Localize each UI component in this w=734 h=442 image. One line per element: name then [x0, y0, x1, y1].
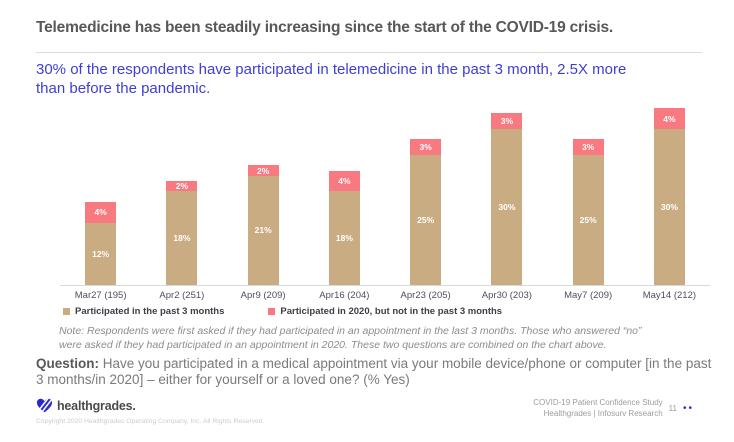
bar-chart: 4% 12% 2% 18% 2% 21% 4% 18% 3% 25% 3% 30% 3% 25% 4% 30% — [60, 106, 710, 286]
bar-segment-2020-only: 3% — [572, 139, 604, 155]
x-axis-label: Apr16 (204) — [319, 290, 370, 301]
bar-segment-2020-only: 3% — [410, 139, 442, 155]
title-divider — [36, 52, 702, 53]
copyright-text: Copyright 2020 Healthgrades Operating Co… — [36, 418, 265, 425]
bar-stack: 4% 12% — [85, 201, 117, 285]
study-line-1: COVID-19 Patient Confidence Study — [533, 398, 663, 407]
question-label: Question: — [36, 356, 99, 371]
bar-segment-2020-only: 2% — [166, 181, 198, 192]
x-axis-labels: Mar27 (195) Apr2 (251) Apr9 (209) Apr16 (20… — [60, 290, 710, 301]
bar-segment-past-3-months: 21% — [247, 175, 279, 285]
subtitle: 30% of the respondents have participated… — [36, 61, 627, 98]
x-axis-label: Apr30 (203) — [481, 290, 532, 301]
bar-segment-2020-only: 4% — [653, 108, 685, 129]
healthgrades-logo: healthgrades. — [36, 398, 136, 413]
x-axis-label: Apr23 (205) — [400, 290, 451, 301]
footer-right: COVID-19 Patient Confidence Study Health… — [533, 398, 694, 420]
question-text: Question: Have you participated in a med… — [36, 356, 730, 389]
legend-swatch-icon — [63, 308, 70, 315]
bar-segment-2020-only: 4% — [328, 170, 360, 192]
legend-item: Participated in 2020, but not in the pas… — [268, 306, 502, 317]
study-attribution: COVID-19 Patient Confidence Study Health… — [533, 398, 662, 420]
bar-segment-past-3-months: 25% — [410, 155, 442, 285]
bar-group: 3% 25% — [385, 106, 466, 285]
x-axis-label: Mar27 (195) — [74, 290, 127, 301]
bar-group: 2% 18% — [141, 106, 222, 285]
x-axis-label: Apr2 (251) — [159, 290, 205, 301]
x-axis-label: May7 (209) — [564, 290, 613, 301]
bar-segment-2020-only: 3% — [491, 113, 523, 129]
bar-segment-2020-only: 2% — [247, 165, 279, 176]
heart-logo-icon — [36, 398, 53, 413]
x-axis-label: May14 (212) — [642, 290, 697, 301]
study-line-2: Healthgrades | Infosurv Research — [543, 408, 663, 418]
bar-segment-past-3-months: 18% — [328, 191, 360, 285]
note-text: Note: Respondents were first asked if th… — [59, 325, 642, 351]
bar-stack: 2% 18% — [166, 181, 198, 285]
question-body: Have you participated in a medical appoi… — [36, 356, 712, 388]
x-axis-label: Apr9 (209) — [240, 290, 286, 301]
bar-stack: 4% 18% — [328, 170, 360, 285]
legend-label: Participated in the past 3 months — [75, 306, 225, 317]
bar-group: 3% 30% — [466, 106, 547, 285]
bar-segment-2020-only: 4% — [85, 201, 117, 223]
bar-group: 2% 21% — [223, 106, 304, 285]
legend-swatch-icon — [268, 308, 276, 315]
bar-group: 4% 12% — [60, 106, 141, 285]
bar-segment-past-3-months: 30% — [653, 129, 685, 285]
bar-stack: 3% 30% — [491, 113, 523, 285]
bar-stack: 2% 21% — [247, 165, 279, 285]
bar-stack: 4% 30% — [653, 108, 685, 285]
logo-text: healthgrades. — [57, 398, 136, 413]
bar-stack: 3% 25% — [572, 139, 604, 285]
page-title: Telemedicine has been steadily increasin… — [36, 19, 614, 36]
legend-label: Participated in 2020, but not in the pas… — [280, 306, 503, 317]
bar-group: 4% 18% — [304, 106, 385, 285]
nav-dots-icon: •• — [682, 402, 694, 414]
bar-segment-past-3-months: 12% — [85, 222, 117, 285]
page-number: 11 — [668, 404, 677, 414]
bar-segment-past-3-months: 18% — [166, 191, 198, 285]
bar-segment-past-3-months: 25% — [572, 155, 604, 285]
bar-group: 4% 30% — [629, 106, 710, 285]
chart-legend: Participated in the past 3 months Partici… — [63, 306, 502, 317]
legend-item: Participated in the past 3 months — [63, 306, 224, 317]
bar-group: 3% 25% — [548, 106, 629, 285]
bar-stack: 3% 25% — [410, 139, 442, 285]
bar-segment-past-3-months: 30% — [491, 129, 523, 285]
